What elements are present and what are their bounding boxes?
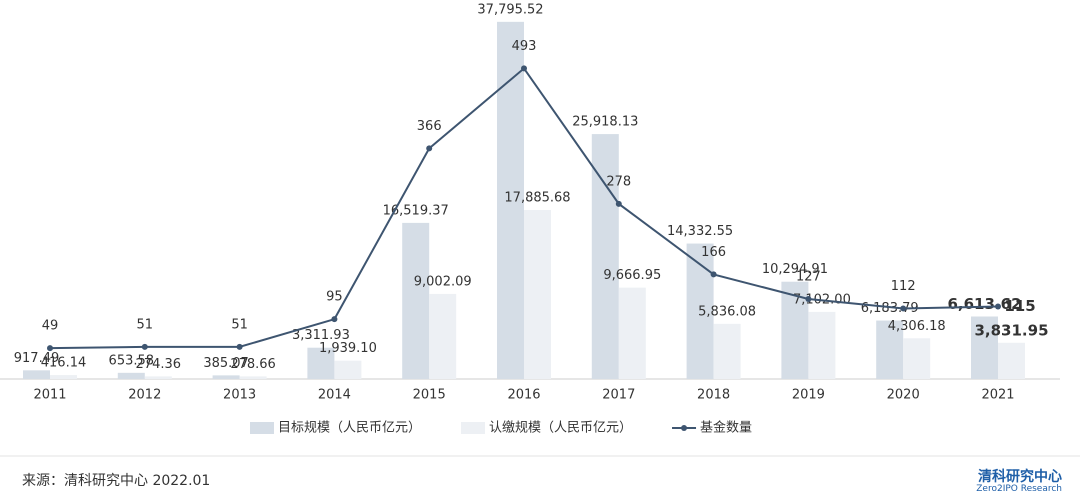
point: [805, 295, 812, 302]
value-label: 274.36: [136, 357, 182, 372]
bar: [497, 21, 524, 379]
value-label: 385.07: [203, 356, 249, 371]
bar: [50, 375, 77, 379]
value-label: 95: [326, 290, 343, 305]
value-label: 3,311.93: [292, 328, 350, 343]
bar: [144, 376, 172, 379]
value-label: 10,294.91: [762, 262, 828, 277]
point: [900, 305, 907, 312]
bar: [117, 372, 145, 379]
x-tick-label: 2020: [887, 388, 920, 403]
value-label: 4,306.18: [888, 319, 946, 334]
value-label: 278.66: [230, 357, 276, 372]
x-tick-label: 2019: [792, 388, 825, 403]
bar: [713, 323, 741, 379]
legend-label: 基金数量: [700, 420, 752, 436]
x-tick-label: 2013: [223, 388, 256, 403]
bar: [402, 222, 430, 379]
bar: [686, 243, 714, 379]
value-label: 1,939.10: [319, 341, 377, 356]
bar: [903, 338, 931, 379]
value-label: 51: [137, 317, 154, 332]
bar: [212, 375, 240, 379]
value-label: 127: [796, 269, 821, 284]
value-label: 416.14: [41, 356, 87, 371]
value-label: 917.49: [14, 351, 60, 366]
x-tick-label: 2018: [697, 388, 730, 403]
value-label: 3,831.95: [974, 321, 1048, 339]
value-label: 166: [701, 245, 726, 260]
point: [521, 65, 527, 72]
point: [331, 316, 338, 323]
point: [710, 271, 717, 278]
value-label: 9,002.09: [414, 274, 472, 289]
value-label: 112: [891, 279, 916, 294]
bar: [971, 316, 998, 379]
x-tick-label: 2015: [413, 388, 446, 403]
point: [426, 145, 433, 152]
x-tick-label: 2017: [602, 388, 635, 403]
point: [141, 343, 148, 350]
bar: [618, 287, 646, 379]
value-label: 5,836.08: [698, 304, 756, 319]
value-label: 49: [42, 319, 59, 334]
bar: [524, 209, 551, 379]
x-tick-label: 2021: [981, 388, 1014, 403]
value-label: 115: [1004, 297, 1035, 315]
value-label: 366: [417, 119, 442, 134]
bar: [239, 376, 267, 379]
point: [236, 343, 243, 350]
source: 来源：清科研究中心 2022.01: [22, 473, 211, 489]
value-label: 6,613.62: [947, 295, 1021, 313]
point: [995, 303, 1001, 310]
value-label: 653.58: [109, 353, 155, 368]
bar: [334, 360, 362, 379]
x-tick-label: 2014: [318, 388, 351, 403]
logo-sub: Zero2IPO Research: [976, 484, 1062, 494]
legend-swatch: [250, 422, 274, 434]
value-label: 9,666.95: [603, 268, 661, 283]
value-label: 493: [512, 39, 537, 54]
point: [47, 345, 53, 352]
legend-swatch: [681, 425, 688, 431]
bar: [307, 347, 335, 379]
value-label: 25,918.13: [572, 115, 638, 130]
bar: [23, 370, 50, 379]
value-label: 17,885.68: [504, 190, 570, 205]
value-label: 278: [606, 174, 631, 189]
bar: [998, 342, 1025, 379]
x-tick-label: 2016: [507, 388, 540, 403]
x-tick-label: 2012: [128, 388, 161, 403]
legend-label: 认缴规模（人民币亿元）: [489, 421, 632, 436]
value-label: 14,332.55: [667, 224, 733, 239]
x-tick-label: 2011: [33, 388, 66, 403]
logo: 清科研究中心: [978, 469, 1062, 485]
value-label: 37,795.52: [477, 2, 543, 17]
bar: [429, 293, 457, 379]
bar: [591, 134, 619, 379]
legend-label: 目标规模（人民币亿元）: [278, 421, 421, 436]
value-label: 16,519.37: [383, 203, 449, 218]
legend-swatch: [461, 422, 486, 434]
bar: [808, 311, 836, 379]
bar: [876, 320, 904, 379]
point: [615, 200, 622, 207]
value-label: 51: [231, 317, 248, 332]
